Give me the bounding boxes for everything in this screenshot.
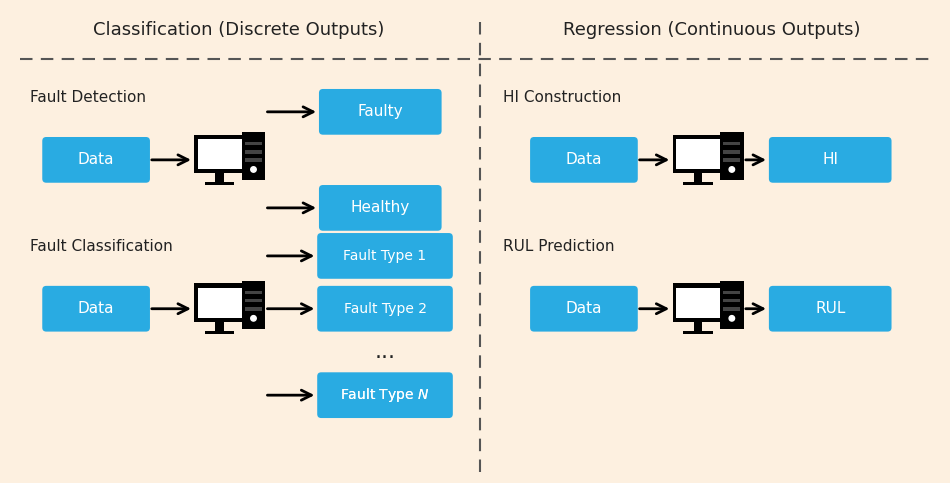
Circle shape <box>251 167 256 172</box>
FancyBboxPatch shape <box>195 135 245 173</box>
FancyBboxPatch shape <box>694 322 702 330</box>
Text: Fault Type 2: Fault Type 2 <box>344 302 427 316</box>
FancyBboxPatch shape <box>42 286 150 332</box>
FancyBboxPatch shape <box>198 288 241 317</box>
FancyBboxPatch shape <box>204 182 235 185</box>
FancyBboxPatch shape <box>204 330 235 334</box>
FancyBboxPatch shape <box>724 158 740 162</box>
FancyBboxPatch shape <box>198 140 241 169</box>
FancyBboxPatch shape <box>241 281 265 329</box>
FancyBboxPatch shape <box>245 150 262 154</box>
Text: RUL Prediction: RUL Prediction <box>504 239 615 254</box>
FancyBboxPatch shape <box>195 284 245 322</box>
FancyBboxPatch shape <box>694 173 702 182</box>
FancyBboxPatch shape <box>683 330 712 334</box>
FancyBboxPatch shape <box>724 307 740 311</box>
Text: Fault Detection: Fault Detection <box>29 90 145 105</box>
FancyBboxPatch shape <box>769 137 891 183</box>
FancyBboxPatch shape <box>724 150 740 154</box>
Text: HI Construction: HI Construction <box>504 90 621 105</box>
Text: Fault Type $\it{N}$: Fault Type $\it{N}$ <box>340 386 429 404</box>
Text: Healthy: Healthy <box>351 200 409 215</box>
FancyBboxPatch shape <box>683 182 712 185</box>
FancyBboxPatch shape <box>673 284 723 322</box>
Text: Data: Data <box>78 301 114 316</box>
FancyBboxPatch shape <box>724 299 740 302</box>
FancyBboxPatch shape <box>42 137 150 183</box>
Text: HI: HI <box>822 152 838 168</box>
FancyBboxPatch shape <box>724 142 740 145</box>
FancyBboxPatch shape <box>675 288 720 317</box>
FancyBboxPatch shape <box>720 132 744 180</box>
FancyBboxPatch shape <box>319 185 442 231</box>
FancyBboxPatch shape <box>216 322 223 330</box>
FancyBboxPatch shape <box>530 286 637 332</box>
FancyBboxPatch shape <box>245 307 262 311</box>
Circle shape <box>729 315 734 321</box>
Text: ...: ... <box>374 342 395 362</box>
FancyBboxPatch shape <box>769 286 891 332</box>
Text: RUL: RUL <box>815 301 846 316</box>
FancyBboxPatch shape <box>216 173 223 182</box>
FancyBboxPatch shape <box>245 158 262 162</box>
Text: Faulty: Faulty <box>357 104 403 119</box>
Text: Classification (Discrete Outputs): Classification (Discrete Outputs) <box>92 21 384 39</box>
Text: Regression (Continuous Outputs): Regression (Continuous Outputs) <box>563 21 861 39</box>
FancyBboxPatch shape <box>530 137 637 183</box>
FancyBboxPatch shape <box>720 281 744 329</box>
FancyBboxPatch shape <box>245 142 262 145</box>
FancyBboxPatch shape <box>724 291 740 294</box>
Text: Data: Data <box>565 152 602 168</box>
Text: Data: Data <box>78 152 114 168</box>
FancyBboxPatch shape <box>675 140 720 169</box>
FancyBboxPatch shape <box>241 132 265 180</box>
FancyBboxPatch shape <box>317 233 453 279</box>
FancyBboxPatch shape <box>245 291 262 294</box>
FancyBboxPatch shape <box>245 299 262 302</box>
Circle shape <box>251 315 256 321</box>
FancyBboxPatch shape <box>673 135 723 173</box>
FancyBboxPatch shape <box>317 286 453 332</box>
Circle shape <box>729 167 734 172</box>
FancyBboxPatch shape <box>319 89 442 135</box>
FancyBboxPatch shape <box>317 372 453 418</box>
Text: Fault Type $\it{N}$: Fault Type $\it{N}$ <box>340 386 429 404</box>
Text: Fault Classification: Fault Classification <box>29 239 173 254</box>
Text: Data: Data <box>565 301 602 316</box>
Text: Fault Type 1: Fault Type 1 <box>344 249 427 263</box>
